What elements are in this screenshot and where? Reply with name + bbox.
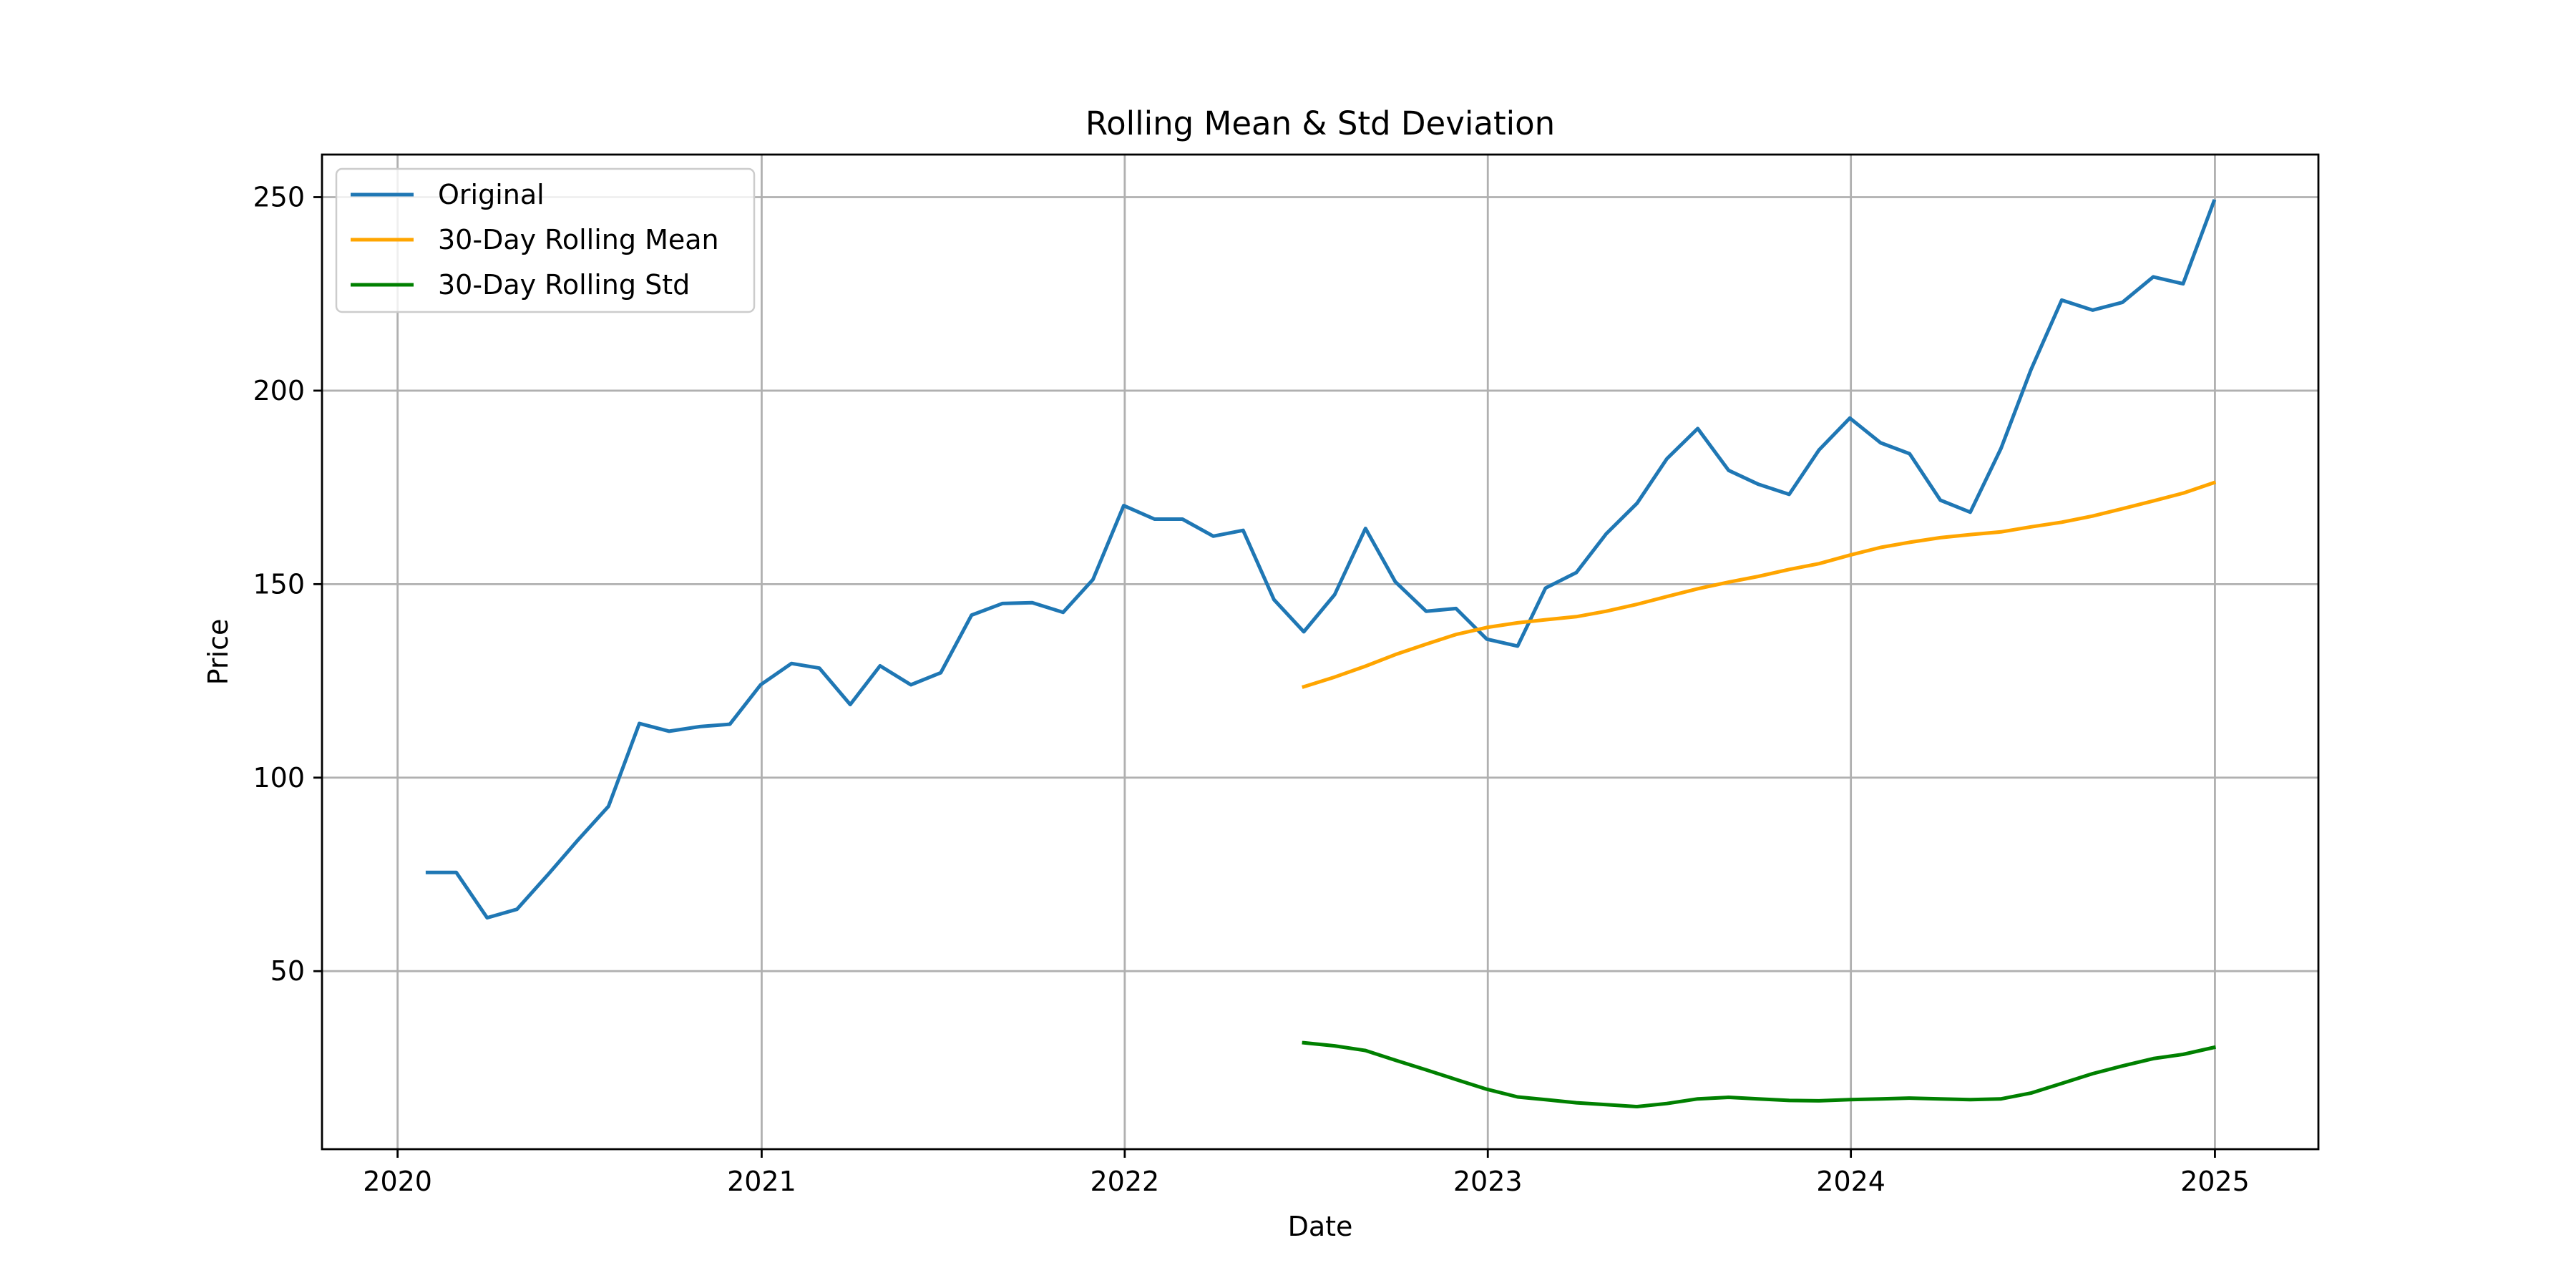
x-tick-label: 2023: [1453, 1166, 1523, 1197]
legend-label-30-day-rolling-mean: 30-Day Rolling Mean: [438, 224, 719, 255]
y-tick-label: 250: [253, 181, 305, 213]
y-tick-label: 100: [253, 762, 305, 794]
y-tick-label: 50: [270, 955, 305, 987]
x-tick-label: 2021: [727, 1166, 796, 1197]
chart-title: Rolling Mean & Std Deviation: [1085, 104, 1555, 142]
plot-area: [322, 155, 2318, 1149]
series-lines: [425, 199, 2217, 1108]
axes-frame: [321, 153, 2320, 1151]
axis-ticks: 2020 2021 2022 2023 2024 2025 50 100 150 200 250: [253, 181, 2249, 1197]
legend: Original 30-Day Rolling Mean 30-Day Rollin…: [335, 167, 756, 313]
legend-label-original: Original: [438, 179, 545, 210]
y-tick-label: 150: [253, 568, 305, 600]
x-tick-label: 2020: [363, 1166, 432, 1197]
x-tick-label: 2022: [1090, 1166, 1159, 1197]
legend-label-30-day-rolling-std: 30-Day Rolling Std: [438, 269, 690, 301]
grid-lines: [322, 155, 2318, 1149]
x-tick-label: 2025: [2180, 1166, 2250, 1197]
y-tick-label: 200: [253, 375, 305, 406]
series-line-30-day-rolling-mean: [1301, 480, 2217, 689]
series-line-original: [425, 199, 2217, 920]
x-axis-label: Date: [1288, 1211, 1353, 1242]
y-axis-label: Price: [203, 619, 234, 686]
x-tick-label: 2024: [1816, 1166, 1885, 1197]
series-line-30-day-rolling-std: [1302, 1040, 2216, 1108]
legend-box: [335, 167, 756, 313]
